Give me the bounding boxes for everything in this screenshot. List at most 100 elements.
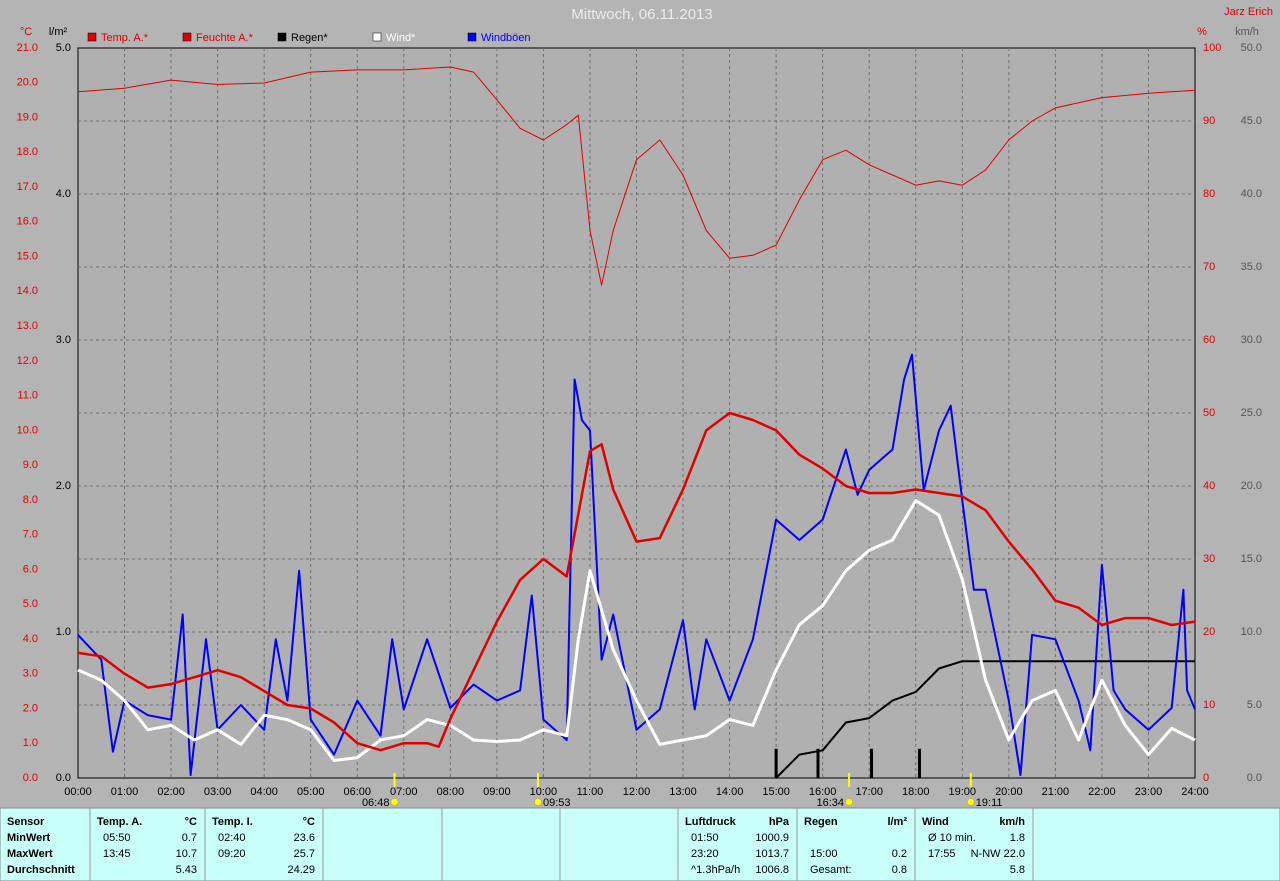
legend-label: Wind*	[386, 32, 416, 44]
y-tick-label: 3.0	[23, 668, 38, 680]
x-tick-label: 20:00	[995, 786, 1023, 798]
y-tick-label: 8.0	[23, 494, 38, 506]
legend-swatch	[87, 32, 97, 42]
chart-title: Mittwoch, 06.11.2013	[571, 6, 712, 23]
table-unit: °C	[185, 816, 197, 828]
x-tick-label: 04:00	[250, 786, 278, 798]
y2-tick-label: 30	[1203, 553, 1215, 565]
table-cell: MinWert	[7, 832, 51, 844]
y4-tick-label: 0.0	[1247, 772, 1262, 784]
x-tick-label: 22:00	[1088, 786, 1116, 798]
table-cell: Gesamt:	[810, 864, 852, 876]
table-cell: 17:55	[928, 848, 956, 860]
y-tick-label: 20.0	[17, 77, 38, 89]
x-tick-label: 19:00	[949, 786, 977, 798]
y3-tick-label: 2.0	[56, 480, 71, 492]
y-tick-label: 9.0	[23, 459, 38, 471]
x-tick-label: 21:00	[1042, 786, 1070, 798]
y-tick-label: 10.0	[17, 424, 38, 436]
table-header: Regen	[804, 816, 838, 828]
y-tick-label: 18.0	[17, 146, 38, 158]
table-cell: 10.7	[176, 848, 197, 860]
y-tick-label: 5.0	[23, 598, 38, 610]
table-cell: 01:50	[691, 832, 719, 844]
credit: Jarz Erich	[1224, 6, 1273, 18]
x-tick-label: 24:00	[1181, 786, 1209, 798]
table-header: Sensor	[7, 816, 45, 828]
x-tick-label: 14:00	[716, 786, 744, 798]
legend-label: Windböen	[481, 32, 531, 44]
x-tick-label: 08:00	[437, 786, 465, 798]
y2-tick-label: 80	[1203, 188, 1215, 200]
x-tick-label: 13:00	[669, 786, 697, 798]
y4-tick-label: 20.0	[1241, 480, 1262, 492]
x-tick-label: 10:00	[530, 786, 558, 798]
legend-label: Regen*	[291, 32, 328, 44]
y3-tick-label: 1.0	[56, 626, 71, 638]
y4-tick-label: 5.0	[1247, 699, 1262, 711]
series-line	[775, 660, 1195, 779]
y2-tick-label: 100	[1203, 42, 1221, 54]
y4-tick-label: 45.0	[1241, 115, 1262, 127]
table-cell: 09:20	[218, 848, 246, 860]
y-tick-label: 16.0	[17, 216, 38, 228]
x-tick-label: 17:00	[855, 786, 883, 798]
table-cell: N-NW 22.0	[971, 848, 1025, 860]
y-tick-label: 2.0	[23, 702, 38, 714]
table-header: Temp. A.	[97, 816, 142, 828]
table-cell: 5.43	[176, 864, 197, 876]
y2-axis-unit: %	[1197, 26, 1207, 38]
table-cell: 23:20	[691, 848, 719, 860]
y4-tick-label: 35.0	[1241, 261, 1262, 273]
table-unit: hPa	[769, 816, 790, 828]
x-tick-label: 07:00	[390, 786, 418, 798]
legend-swatch	[182, 32, 192, 42]
y3-tick-label: 3.0	[56, 334, 71, 346]
table-unit: °C	[303, 816, 315, 828]
y-tick-label: 13.0	[17, 320, 38, 332]
y-tick-label: 4.0	[23, 633, 38, 645]
table-cell: 1000.9	[755, 832, 789, 844]
table-cell: 1006.8	[755, 864, 789, 876]
y2-tick-label: 10	[1203, 699, 1215, 711]
y3-tick-label: 0.0	[56, 772, 71, 784]
x-tick-label: 03:00	[204, 786, 232, 798]
y4-tick-label: 10.0	[1241, 626, 1262, 638]
sun-icon	[845, 798, 853, 806]
table-cell: 1013.7	[755, 848, 789, 860]
table-cell: 05:50	[103, 832, 131, 844]
y2-tick-label: 60	[1203, 334, 1215, 346]
table-header: Wind	[922, 816, 949, 828]
table-cell: 13:45	[103, 848, 131, 860]
x-tick-label: 09:00	[483, 786, 511, 798]
table-cell: 0.2	[892, 848, 907, 860]
y2-tick-label: 0	[1203, 772, 1209, 784]
series-line	[77, 499, 1196, 762]
y4-tick-label: 15.0	[1241, 553, 1262, 565]
y-tick-label: 7.0	[23, 529, 38, 541]
y-tick-label: 1.0	[23, 737, 38, 749]
y3-tick-label: 4.0	[56, 188, 71, 200]
stats-table	[0, 807, 1280, 881]
y-tick-label: 6.0	[23, 563, 38, 575]
sun-time: 09:53	[543, 797, 571, 809]
table-header: Luftdruck	[685, 816, 737, 828]
sun-icon	[534, 798, 542, 806]
y-tick-label: 21.0	[17, 42, 38, 54]
table-cell: 02:40	[218, 832, 246, 844]
y3-axis-unit: l/m²	[49, 26, 68, 38]
table-unit: km/h	[999, 816, 1025, 828]
series-line	[77, 66, 1196, 286]
y2-tick-label: 70	[1203, 261, 1215, 273]
table-cell: 1.8	[1010, 832, 1025, 844]
y-axis-unit: °C	[20, 26, 32, 38]
y4-tick-label: 50.0	[1241, 42, 1262, 54]
y4-tick-label: 40.0	[1241, 188, 1262, 200]
x-tick-label: 00:00	[64, 786, 92, 798]
table-cell: MaxWert	[7, 848, 53, 860]
y4-tick-label: 30.0	[1241, 334, 1262, 346]
x-tick-label: 01:00	[111, 786, 139, 798]
table-cell: 23.6	[294, 832, 315, 844]
table-cell: 5.8	[1010, 864, 1025, 876]
